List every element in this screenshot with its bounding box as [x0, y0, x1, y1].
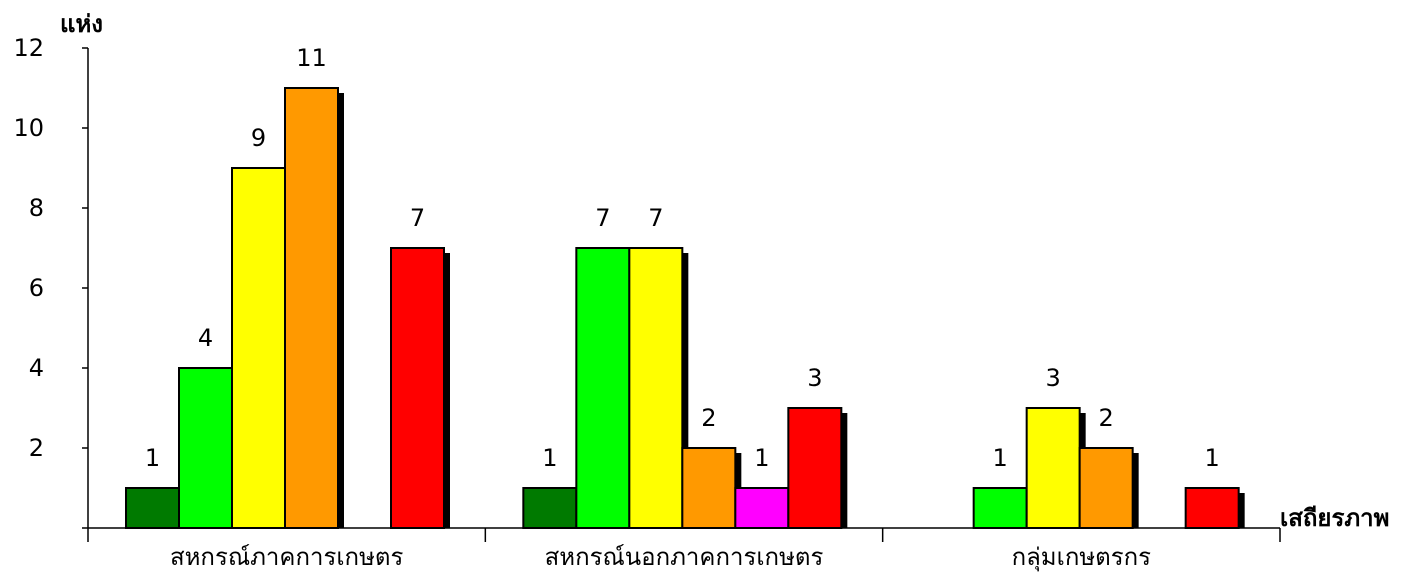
data-label: 3	[1046, 364, 1061, 392]
data-label: 7	[595, 204, 610, 232]
data-label: 2	[1099, 404, 1114, 432]
y-tick-label: 4	[29, 354, 44, 382]
data-label: 1	[993, 444, 1008, 472]
data-label: 1	[1205, 444, 1220, 472]
data-label: 11	[296, 44, 327, 72]
x-axis-title: เสถียรภาพ	[1280, 504, 1389, 532]
data-label: 2	[701, 404, 716, 432]
category-label: กลุ่มเกษตรกร	[1012, 543, 1152, 572]
category-label: สหกรณ์นอกภาคการเกษตร	[545, 543, 824, 571]
data-label: 7	[410, 204, 425, 232]
bar	[1025, 407, 1081, 529]
bar	[787, 407, 843, 529]
axes-layer	[82, 47, 1281, 542]
y-tick-label: 8	[29, 194, 44, 222]
bar	[231, 167, 286, 529]
data-label: 9	[251, 124, 266, 152]
data-label: 1	[145, 444, 160, 472]
bars-layer	[125, 87, 1245, 529]
data-label: 3	[807, 364, 822, 392]
bar	[628, 247, 684, 529]
bar	[390, 247, 445, 529]
bar	[284, 87, 339, 529]
bar	[522, 487, 578, 529]
y-axis-title: แห่ง	[60, 10, 103, 38]
y-tick-label: 6	[29, 274, 44, 302]
y-tick-label: 12	[13, 34, 44, 62]
bar	[681, 447, 737, 529]
bar	[125, 487, 180, 529]
bar	[734, 487, 790, 529]
y-tick-label: 2	[29, 434, 44, 462]
bar	[1078, 447, 1134, 529]
bar	[972, 487, 1028, 529]
data-label: 1	[754, 444, 769, 472]
y-tick-label: 10	[13, 114, 44, 142]
bar	[1184, 487, 1240, 529]
category-label: สหกรณ์ภาคการเกษตร	[170, 543, 404, 571]
data-label: 1	[542, 444, 557, 472]
data-label: 7	[648, 204, 663, 232]
bar	[178, 367, 233, 529]
bar	[575, 247, 631, 529]
data-label: 4	[198, 324, 213, 352]
